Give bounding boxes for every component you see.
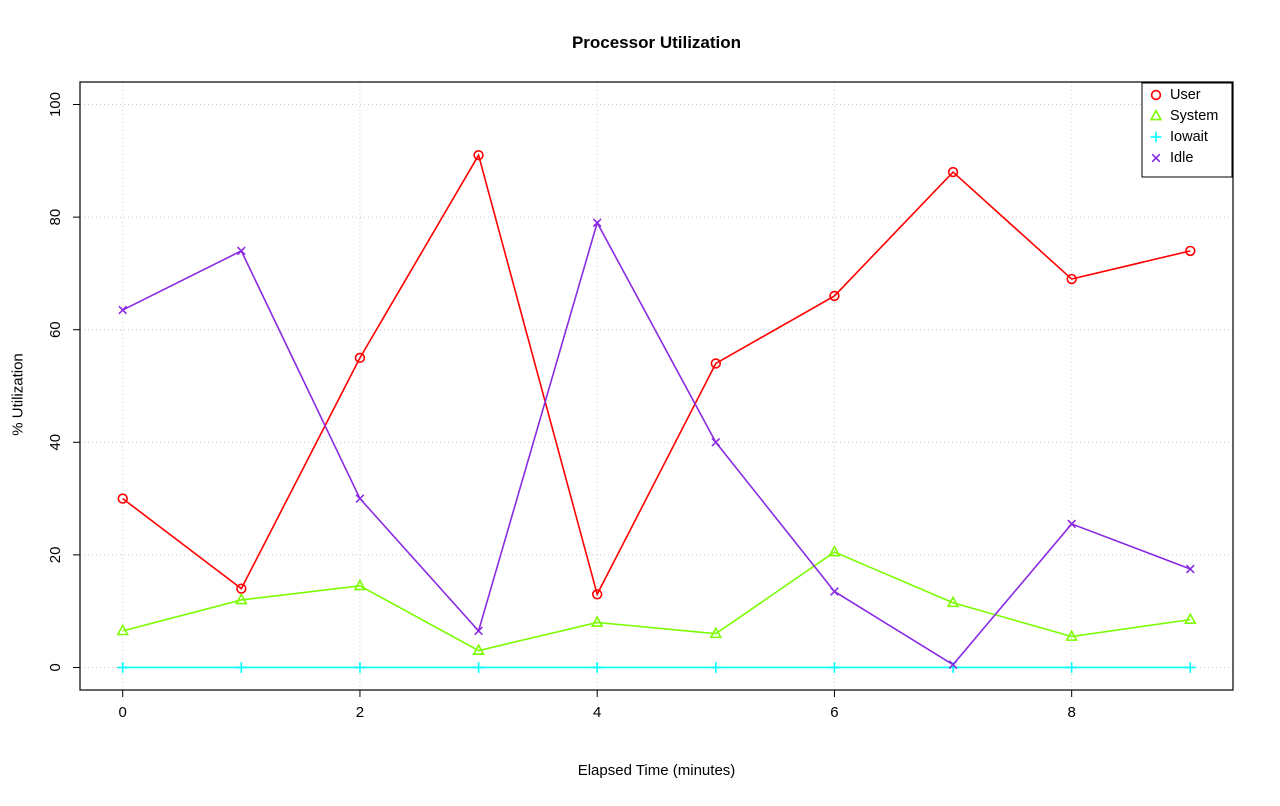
- series-line: [122, 220, 1191, 666]
- x-tick-label: 8: [1068, 704, 1076, 721]
- marker-circle: [354, 352, 366, 364]
- x-tick-label: 0: [119, 704, 127, 721]
- marker-triangle: [353, 578, 367, 591]
- marker-x: [355, 494, 365, 503]
- marker-circle: [1066, 273, 1077, 285]
- legend: User System Iowait Idle: [1141, 82, 1233, 178]
- marker-triangle: [828, 545, 841, 557]
- x-axis-label: Elapsed Time (minutes): [577, 762, 736, 779]
- legend-label-iowait: Iowait: [1170, 129, 1208, 145]
- marker-x: [1185, 564, 1195, 574]
- marker-x: [236, 246, 246, 256]
- marker-triangle: [1149, 108, 1163, 121]
- series-iowait: [117, 662, 1196, 673]
- marker-triangle: [946, 595, 960, 608]
- plot-border: [79, 81, 1234, 691]
- marker-circle: [1185, 245, 1196, 257]
- x-tick-label: 2: [356, 704, 364, 721]
- marker-circle: [710, 358, 722, 369]
- marker-circle: [1150, 89, 1162, 101]
- marker-triangle: [709, 626, 723, 639]
- y-axis-label: % Utilization: [9, 353, 27, 436]
- marker-triangle: [235, 592, 248, 605]
- marker-x: [118, 305, 128, 315]
- marker-x: [474, 626, 483, 636]
- series-line: [122, 551, 1191, 652]
- y-tick-label: 100: [47, 92, 64, 117]
- y-tick-label: 0: [47, 663, 64, 671]
- marker-triangle: [1065, 629, 1078, 641]
- y-tick-label: 40: [47, 434, 64, 451]
- chart-title: Processor Utilization: [571, 33, 742, 52]
- marker-x: [711, 437, 721, 447]
- series-idle: [118, 218, 1195, 670]
- marker-triangle: [1184, 612, 1197, 625]
- series-line: [122, 153, 1191, 597]
- x-tick-label: 6: [830, 704, 838, 721]
- marker-circle: [117, 493, 128, 504]
- marker-circle: [591, 589, 603, 600]
- legend-label-system: System: [1170, 108, 1218, 124]
- marker-triangle: [472, 643, 485, 655]
- marker-triangle: [590, 615, 604, 627]
- legend-label-idle: Idle: [1170, 150, 1193, 166]
- series-user: [117, 149, 1196, 600]
- marker-x: [1151, 153, 1161, 163]
- marker-triangle: [116, 623, 129, 636]
- legend-label-user: User: [1170, 87, 1201, 103]
- marker-x: [948, 660, 958, 670]
- y-tick-label: 80: [47, 209, 64, 226]
- y-tick-label: 60: [47, 321, 64, 338]
- series-system: [116, 545, 1197, 655]
- marker-circle: [473, 149, 484, 161]
- x-tick-label: 4: [593, 704, 601, 721]
- marker-circle: [829, 290, 840, 302]
- marker-x: [1067, 519, 1077, 529]
- marker-circle: [947, 166, 959, 178]
- y-tick-label: 20: [47, 547, 64, 564]
- marker-x: [830, 587, 839, 596]
- marker-x: [592, 218, 602, 228]
